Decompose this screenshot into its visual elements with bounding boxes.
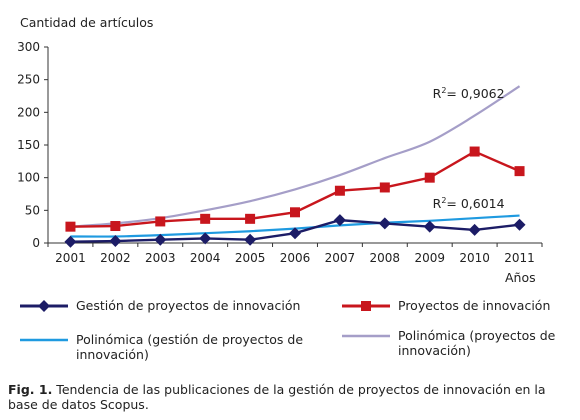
legend-label-poly-proyectos: Polinómica (proyectos de innovación) xyxy=(398,328,556,358)
x-tick-label: 2008 xyxy=(370,251,401,265)
r2-r: R xyxy=(433,196,442,211)
x-tick-label: 2010 xyxy=(459,251,490,265)
x-tick-label: 2003 xyxy=(145,251,176,265)
legend-swatch-diamond xyxy=(20,300,68,312)
data-point-square xyxy=(514,166,525,177)
legend-swatch-square xyxy=(342,301,390,311)
legend-label-proyectos: Proyectos de innovación xyxy=(398,298,551,313)
y-tick-label: 100 xyxy=(17,171,40,185)
series-line-poly-proyectos xyxy=(70,85,521,228)
data-point-square xyxy=(155,216,166,227)
data-point-diamond xyxy=(244,233,257,246)
legend-item-poly-gestion: Polinómica (gestión de proyectos de inno… xyxy=(18,332,318,362)
r2-label-gestion: R2= 0,6014 xyxy=(433,196,505,211)
r2-sup: 2 xyxy=(441,86,446,95)
x-tick-label: 2005 xyxy=(235,251,266,265)
line-chart: Cantidad de artículos Años 0501001502002… xyxy=(17,15,543,285)
r2-value: = 0,6014 xyxy=(446,196,504,211)
axes: 0 50 100 150 200 250 300 2001 2002 2003 2004 2005 20… xyxy=(17,40,543,265)
data-point-square xyxy=(469,146,480,157)
x-tick-label: 2009 xyxy=(414,251,445,265)
data-point-diamond xyxy=(289,227,301,240)
data-point-square xyxy=(65,221,76,232)
data-point-diamond xyxy=(333,214,346,227)
x-tick-label: 2004 xyxy=(190,251,221,265)
x-tick-label: 2007 xyxy=(325,251,356,265)
data-point-diamond xyxy=(64,235,77,248)
legend-swatch-line-blue xyxy=(20,338,68,342)
data-point-square xyxy=(334,185,345,196)
legend: Gestión de proyectos de innovación Proye… xyxy=(0,292,580,372)
x-tick-label: 2011 xyxy=(504,251,535,265)
y-tick-label: 50 xyxy=(25,203,40,217)
caption-text: Tendencia de las publicaciones de la ges… xyxy=(8,382,546,412)
r2-sup: 2 xyxy=(441,196,446,205)
data-point-diamond xyxy=(199,232,212,245)
series-group xyxy=(64,85,526,248)
data-point-square xyxy=(200,213,211,224)
r2-label-proyectos: R2= 0,9062 xyxy=(433,86,505,101)
x-tick-label: 2001 xyxy=(55,251,86,265)
data-point-square xyxy=(379,182,390,193)
data-point-diamond xyxy=(513,218,526,231)
legend-label-gestion: Gestión de proyectos de innovación xyxy=(76,298,301,313)
x-tick-label: 2006 xyxy=(280,251,311,265)
r2-r: R xyxy=(433,86,442,101)
data-point-diamond xyxy=(468,223,481,236)
y-tick-label: 150 xyxy=(17,138,40,152)
r2-value: = 0,9062 xyxy=(446,86,504,101)
y-tick-label: 300 xyxy=(17,40,40,54)
y-axis-label: Cantidad de artículos xyxy=(20,15,153,30)
legend-label-poly-gestion: Polinómica (gestión de proyectos de inno… xyxy=(76,332,304,362)
data-point-square xyxy=(245,213,256,224)
data-point-square xyxy=(290,207,300,218)
data-point-diamond xyxy=(423,220,436,233)
legend-swatch-line-purple xyxy=(342,334,390,338)
data-point-diamond xyxy=(154,233,167,246)
legend-item-poly-proyectos: Polinómica (proyectos de innovación) xyxy=(340,328,570,358)
data-point-square xyxy=(110,221,121,232)
legend-item-proyectos: Proyectos de innovación xyxy=(340,298,550,314)
x-tick-label: 2002 xyxy=(100,251,131,265)
data-point-diamond xyxy=(109,235,122,248)
data-point-diamond xyxy=(378,217,391,230)
x-axis-label: Años xyxy=(505,270,536,285)
y-tick-label: 0 xyxy=(32,236,40,250)
y-tick-label: 250 xyxy=(17,73,40,87)
caption-label: Fig. 1. xyxy=(8,382,53,397)
y-tick-label: 200 xyxy=(17,105,40,119)
legend-item-gestion: Gestión de proyectos de innovación xyxy=(18,298,300,314)
data-point-square xyxy=(424,172,435,183)
figure-caption: Fig. 1. Tendencia de las publicaciones d… xyxy=(8,382,573,412)
